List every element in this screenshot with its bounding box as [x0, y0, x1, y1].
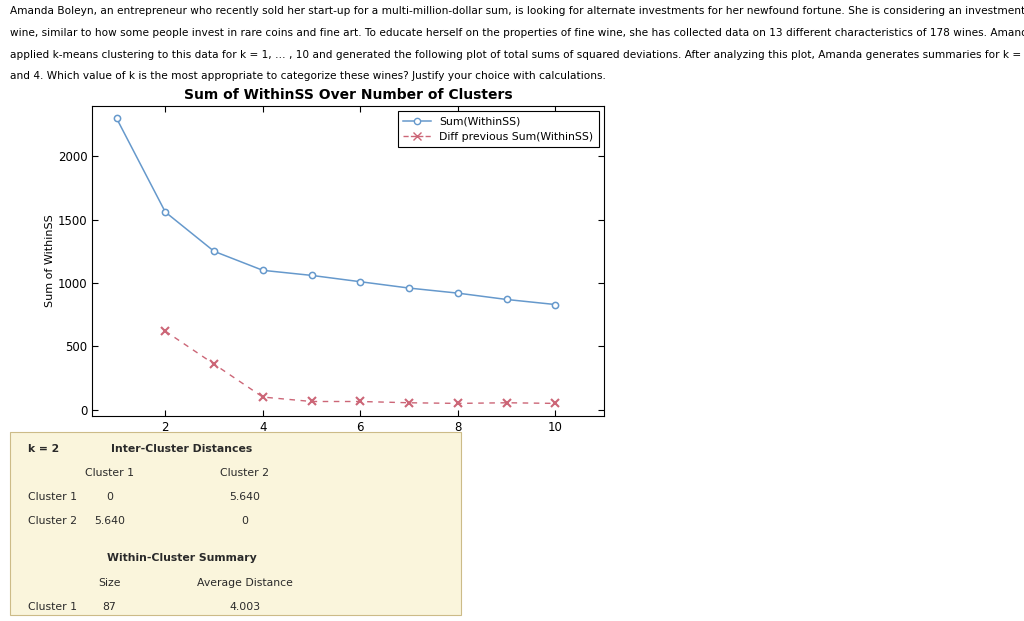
Text: 87: 87: [102, 602, 117, 612]
Text: 0: 0: [105, 492, 113, 502]
Text: Inter-Cluster Distances: Inter-Cluster Distances: [111, 445, 252, 455]
FancyBboxPatch shape: [10, 432, 461, 615]
Text: 5.640: 5.640: [94, 516, 125, 526]
Text: Average Distance: Average Distance: [197, 578, 293, 588]
Text: applied k-means clustering to this data for k = 1, … , 10 and generated the foll: applied k-means clustering to this data …: [10, 50, 1024, 60]
Text: Size: Size: [98, 578, 121, 588]
Text: Within-Cluster Summary: Within-Cluster Summary: [106, 553, 256, 563]
Legend: Sum(WithinSS), Diff previous Sum(WithinSS): Sum(WithinSS), Diff previous Sum(WithinS…: [398, 111, 599, 147]
Text: Cluster 2: Cluster 2: [220, 468, 269, 478]
Text: Cluster 1: Cluster 1: [29, 492, 77, 502]
Text: Cluster 1: Cluster 1: [85, 468, 134, 478]
X-axis label: Number of Clusters: Number of Clusters: [291, 440, 406, 453]
Text: 4.003: 4.003: [229, 602, 260, 612]
Text: 0: 0: [241, 516, 248, 526]
Y-axis label: Sum of WithinSS: Sum of WithinSS: [45, 214, 55, 307]
Text: Amanda Boleyn, an entrepreneur who recently sold her start-up for a multi-millio: Amanda Boleyn, an entrepreneur who recen…: [10, 6, 1024, 16]
Text: Cluster 2: Cluster 2: [29, 516, 77, 526]
Text: 5.640: 5.640: [229, 492, 260, 502]
Text: and 4. Which value of k is the most appropriate to categorize these wines? Justi: and 4. Which value of k is the most appr…: [10, 71, 606, 81]
Text: Cluster 1: Cluster 1: [29, 602, 77, 612]
Text: wine, similar to how some people invest in rare coins and fine art. To educate h: wine, similar to how some people invest …: [10, 28, 1024, 38]
Text: k = 2: k = 2: [29, 445, 59, 455]
Title: Sum of WithinSS Over Number of Clusters: Sum of WithinSS Over Number of Clusters: [184, 88, 512, 102]
